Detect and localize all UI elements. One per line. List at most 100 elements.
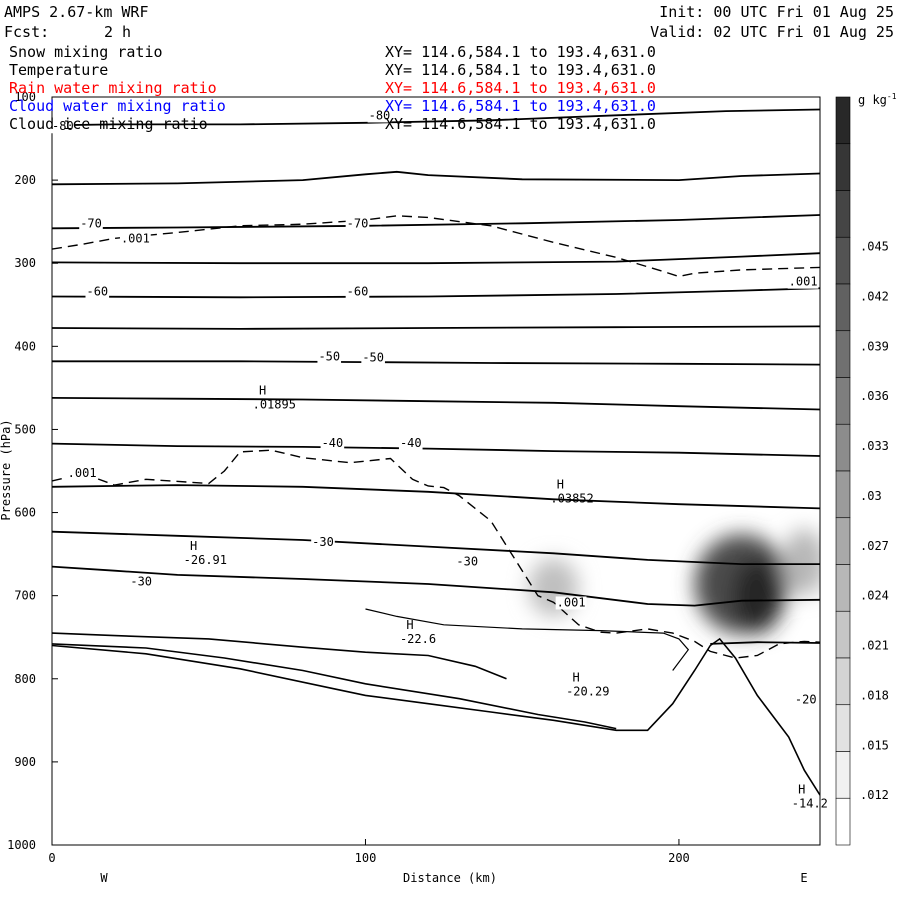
ice-contour-upper [52,215,820,278]
cloud-blob-3 [782,529,820,596]
isotherm--40 [52,442,820,457]
isotherm--25 [52,565,820,607]
extrema-value-0: .01895 [253,398,296,412]
isotherm-label-12: -30 [130,575,152,589]
ice-label-1: .001 [789,275,818,289]
ice-label-3: .001 [557,595,586,609]
isotherm-label-8-bg [320,436,345,450]
field-name-3: Cloud water mixing ratio [9,97,226,115]
terrain-line-1 [52,643,617,730]
isotherm-label-12-bg [129,575,153,589]
colorbar-cell-12 [835,657,851,706]
colorbar-tick-5: .027 [860,539,889,553]
x-tick-label-200: 200 [668,851,690,865]
isotherm--80 [52,108,820,127]
isotherm--35 [52,484,820,510]
isotherm-label-2: -70 [80,216,102,230]
isotherm--60 [52,287,820,299]
y-tick-label-900: 900 [14,755,36,769]
y-tick-label-600: 600 [14,506,36,520]
isotherm-label-2-bg [79,217,103,231]
isotherm-label-11: -30 [456,555,478,569]
extrema-marker-1: H [557,478,564,492]
ice-label-2-bg [66,466,98,480]
isotherm-label-7: -50 [362,350,384,364]
field-xy-0: XY= 114.6,584.1 to 193.4,631.0 [385,43,656,61]
field-xy-2: XY= 114.6,584.1 to 193.4,631.0 [385,79,656,97]
colorbar-tick-4: .024 [860,589,889,603]
y-tick-label-700: 700 [14,589,36,603]
isotherm-label-9-bg [398,436,423,450]
isotherm--55 [52,325,820,330]
y-tick-label-200: 200 [14,173,36,187]
isotherm--30 [52,530,820,565]
plot-frame [51,96,821,846]
colorbar-cell-13 [835,704,851,752]
terrain-line-2 [52,632,507,680]
field-name-2: Rain water mixing ratio [9,79,217,97]
colorbar-tick-6: .03 [860,489,882,503]
colorbar-cell-7 [835,423,851,472]
isotherm-label-0-bg [367,109,392,123]
colorbar-tick-11: .045 [860,240,889,254]
forecast-value: 2 h [104,23,132,41]
isotherm-label-1: -80 [52,119,74,133]
isotherm-label-10: -30 [312,535,334,549]
isotherm-label-6: -50 [318,349,340,363]
colorbar-cell-8 [835,470,851,519]
field-xy-3: XY= 114.6,584.1 to 193.4,631.0 [385,97,656,115]
colorbar-tick-2: .018 [860,688,889,702]
extrema-marker-3: H [406,618,413,632]
field-name-0: Snow mixing ratio [9,43,163,61]
valid-time: Valid: 02 UTC Fri 01 Aug 25 [650,23,894,41]
colorbar-tick-1: .015 [860,738,889,752]
cloud-blob-2 [732,558,783,634]
isotherm--70 [52,214,820,230]
isotherm-label-3: -70 [347,216,369,230]
extrema-value-5: -14.2 [792,797,828,811]
direction-west: W [100,871,108,885]
y-tick-label-400: 400 [14,339,36,353]
colorbar-unit: g kg-1 [858,92,897,107]
isotherm-label-6-bg [317,350,342,364]
ice-label-3-bg [555,596,587,610]
colorbar-cell-11 [835,610,851,659]
isotherm--20 [710,641,820,645]
extrema-marker-4: H [572,670,579,684]
field-xy-1: XY= 114.6,584.1 to 193.4,631.0 [385,61,656,79]
model-title: AMPS 2.67-km WRF [4,3,149,21]
y-tick-label-1000: 1000 [7,838,36,852]
colorbar-cell-10 [835,564,851,612]
terrain-wedge [365,608,690,671]
terrain-line-0 [52,637,820,796]
x-axis-label: Distance (km) [403,871,497,885]
y-tick-label-100: 100 [14,90,36,104]
ice-contour-lower [52,449,820,659]
direction-east: E [800,871,807,885]
colorbar-cell-15 [835,797,851,846]
ice-label-0: .001 [121,231,150,245]
colorbar-cell-5 [835,330,851,378]
y-tick-label-300: 300 [14,256,36,270]
isotherm-label-7-bg [361,351,385,365]
colorbar-cell-0 [835,96,851,145]
y-axis-label: Pressure (hPa) [0,419,13,520]
colorbar-cell-1 [835,143,851,191]
colorbar-tick-9: .039 [860,339,889,353]
colorbar-cell-2 [835,190,851,238]
field-name-1: Temperature [9,61,109,79]
colorbar-cell-9 [835,517,851,565]
forecast-label: Fcst: [4,23,50,41]
extrema-value-4: -20.29 [566,684,609,698]
isotherm-label-3-bg [345,217,370,231]
field-xy-4: XY= 114.6,584.1 to 193.4,631.0 [385,115,656,133]
extrema-value-1: .03852 [550,492,593,506]
isotherm-label-11-bg [455,555,479,569]
isotherm-label-13-bg [793,693,818,707]
isotherm-label-10-bg [311,535,335,549]
isotherm--75 [52,170,820,186]
extrema-value-2: -26.91 [184,553,227,567]
isotherm-label-4: -60 [86,285,108,299]
ice-label-0-bg [119,232,151,246]
